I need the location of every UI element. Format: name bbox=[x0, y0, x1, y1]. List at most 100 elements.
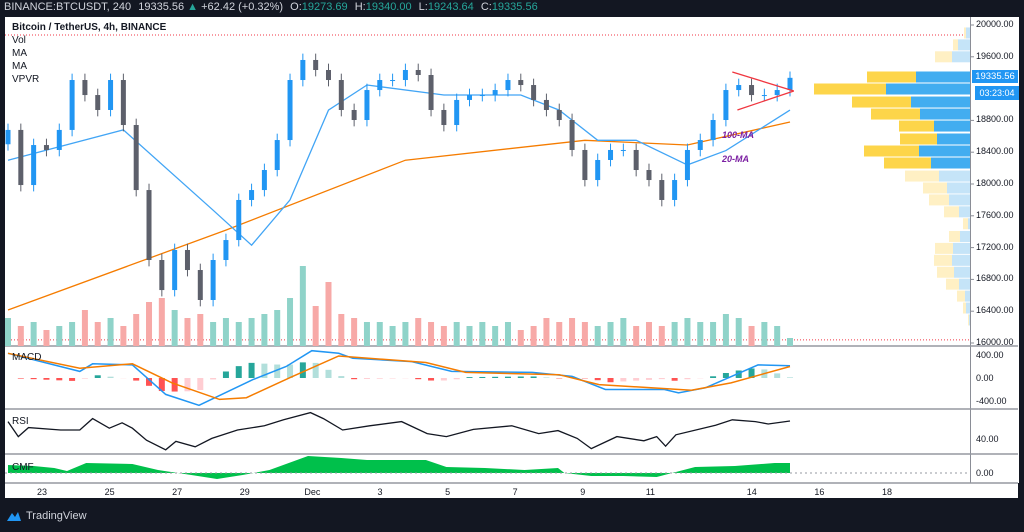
candle-body bbox=[18, 129, 24, 186]
volume-bar bbox=[69, 322, 76, 346]
rsi-tick: 40.00 bbox=[976, 434, 999, 444]
volume-bar bbox=[594, 326, 601, 346]
candle-body bbox=[428, 75, 434, 110]
vpvr-buy-bar bbox=[899, 120, 934, 132]
volume-bar bbox=[504, 322, 511, 346]
volume-bar bbox=[5, 318, 11, 346]
macd-histogram-bar bbox=[338, 376, 345, 378]
low-value: 19243.64 bbox=[427, 1, 474, 13]
candle-body bbox=[274, 140, 280, 171]
macd-histogram-bar bbox=[210, 378, 217, 380]
candle-body bbox=[338, 80, 344, 110]
vpvr-sell-bar bbox=[911, 96, 970, 108]
rsi-label[interactable]: RSI bbox=[12, 416, 29, 427]
candle-body bbox=[761, 95, 767, 97]
macd-histogram-bar bbox=[504, 376, 511, 378]
volume-bar bbox=[261, 314, 268, 346]
candle-body bbox=[287, 80, 293, 141]
candle-body bbox=[95, 95, 101, 110]
candle-body bbox=[133, 125, 139, 191]
macd-histogram-bar bbox=[184, 378, 191, 392]
macd-label[interactable]: MACD bbox=[12, 352, 42, 363]
vpvr-buy-bar bbox=[953, 39, 958, 51]
macd-histogram-bar bbox=[607, 378, 614, 383]
macd-histogram-bar bbox=[543, 377, 550, 378]
volume-bar bbox=[299, 266, 306, 346]
macd-histogram-bar bbox=[235, 366, 242, 378]
candle-body bbox=[120, 80, 126, 126]
legend-vpvr[interactable]: VPVR bbox=[12, 74, 40, 85]
volume-bar bbox=[248, 318, 255, 346]
low-label: L: bbox=[418, 1, 428, 13]
vpvr-sell-bar bbox=[959, 278, 970, 290]
volume-bar bbox=[274, 310, 281, 346]
volume-bar bbox=[94, 322, 101, 346]
macd-histogram-bar bbox=[69, 378, 76, 381]
volume-bar bbox=[210, 322, 217, 346]
candle-body bbox=[467, 95, 473, 100]
macd-histogram-bar bbox=[684, 378, 691, 380]
cmf-tick: 0.00 bbox=[976, 468, 994, 478]
volume-bar bbox=[351, 318, 358, 346]
candle-body bbox=[684, 149, 690, 181]
volume-bar bbox=[684, 318, 691, 346]
volume-bar bbox=[479, 322, 486, 346]
candle-body bbox=[82, 80, 88, 96]
date-tick: 23 bbox=[36, 487, 48, 497]
tradingview-logo[interactable]: TradingView bbox=[6, 510, 87, 522]
volume-bar bbox=[607, 322, 614, 346]
candle-body bbox=[659, 180, 665, 200]
volume-bar bbox=[735, 318, 742, 346]
vpvr-buy-bar bbox=[944, 206, 959, 218]
legend-ma-2[interactable]: MA bbox=[12, 61, 27, 72]
volume-bar bbox=[235, 322, 242, 346]
symbol-label[interactable]: BINANCE:BTCUSDT, 240 bbox=[4, 1, 132, 13]
legend-vol[interactable]: Vol bbox=[12, 35, 26, 46]
volume-bar bbox=[120, 326, 127, 346]
macd-histogram-bar bbox=[479, 376, 486, 378]
candle-body bbox=[620, 149, 626, 151]
chart-canvas[interactable] bbox=[0, 0, 1024, 500]
price-tick: 18800.00 bbox=[976, 114, 1014, 125]
macd-histogram-bar bbox=[287, 364, 294, 378]
cmf-label[interactable]: CMF bbox=[12, 462, 34, 473]
volume-bar bbox=[761, 322, 768, 346]
vpvr-sell-bar bbox=[949, 194, 970, 206]
macd-histogram-bar bbox=[658, 378, 665, 380]
legend-title[interactable]: Bitcoin / TetherUS, 4h, BINANCE bbox=[12, 22, 167, 33]
date-tick: Dec bbox=[304, 487, 321, 497]
volume-bar bbox=[312, 306, 319, 346]
volume-bar bbox=[146, 302, 153, 346]
vpvr-buy-bar bbox=[900, 133, 937, 145]
legend-ma-1[interactable]: MA bbox=[12, 48, 27, 59]
macd-tick: -400.00 bbox=[976, 396, 1007, 406]
macd-histogram-bar bbox=[594, 378, 601, 381]
volume-bar bbox=[658, 326, 665, 346]
price-tick: 19600.00 bbox=[976, 50, 1014, 61]
vpvr-buy-bar bbox=[905, 170, 939, 182]
volume-bar bbox=[197, 314, 204, 346]
candle-body bbox=[518, 80, 524, 86]
candle-body bbox=[146, 190, 152, 261]
vpvr-buy-bar bbox=[964, 27, 966, 39]
candle-body bbox=[390, 80, 396, 82]
vpvr-sell-bar bbox=[959, 206, 970, 218]
close-label: C: bbox=[480, 1, 492, 13]
vpvr-sell-bar bbox=[947, 182, 970, 194]
macd-histogram-bar bbox=[620, 378, 627, 382]
vpvr-buy-bar bbox=[957, 290, 965, 302]
candle-body bbox=[697, 140, 703, 150]
price-tick: 16400.00 bbox=[976, 305, 1014, 316]
macd-tick: 400.00 bbox=[976, 350, 1004, 360]
macd-histogram-bar bbox=[710, 376, 717, 378]
candle-body bbox=[351, 109, 357, 121]
last-price: 19335.56 bbox=[138, 1, 185, 13]
macd-histogram-bar bbox=[517, 376, 524, 378]
candle-body bbox=[184, 249, 190, 271]
macd-histogram-bar bbox=[376, 378, 383, 379]
vpvr-buy-bar bbox=[884, 157, 931, 169]
macd-histogram-bar bbox=[325, 369, 332, 378]
rsi-line bbox=[7, 411, 791, 451]
macd-histogram-bar bbox=[248, 362, 255, 378]
date-tick: 7 bbox=[512, 487, 518, 497]
